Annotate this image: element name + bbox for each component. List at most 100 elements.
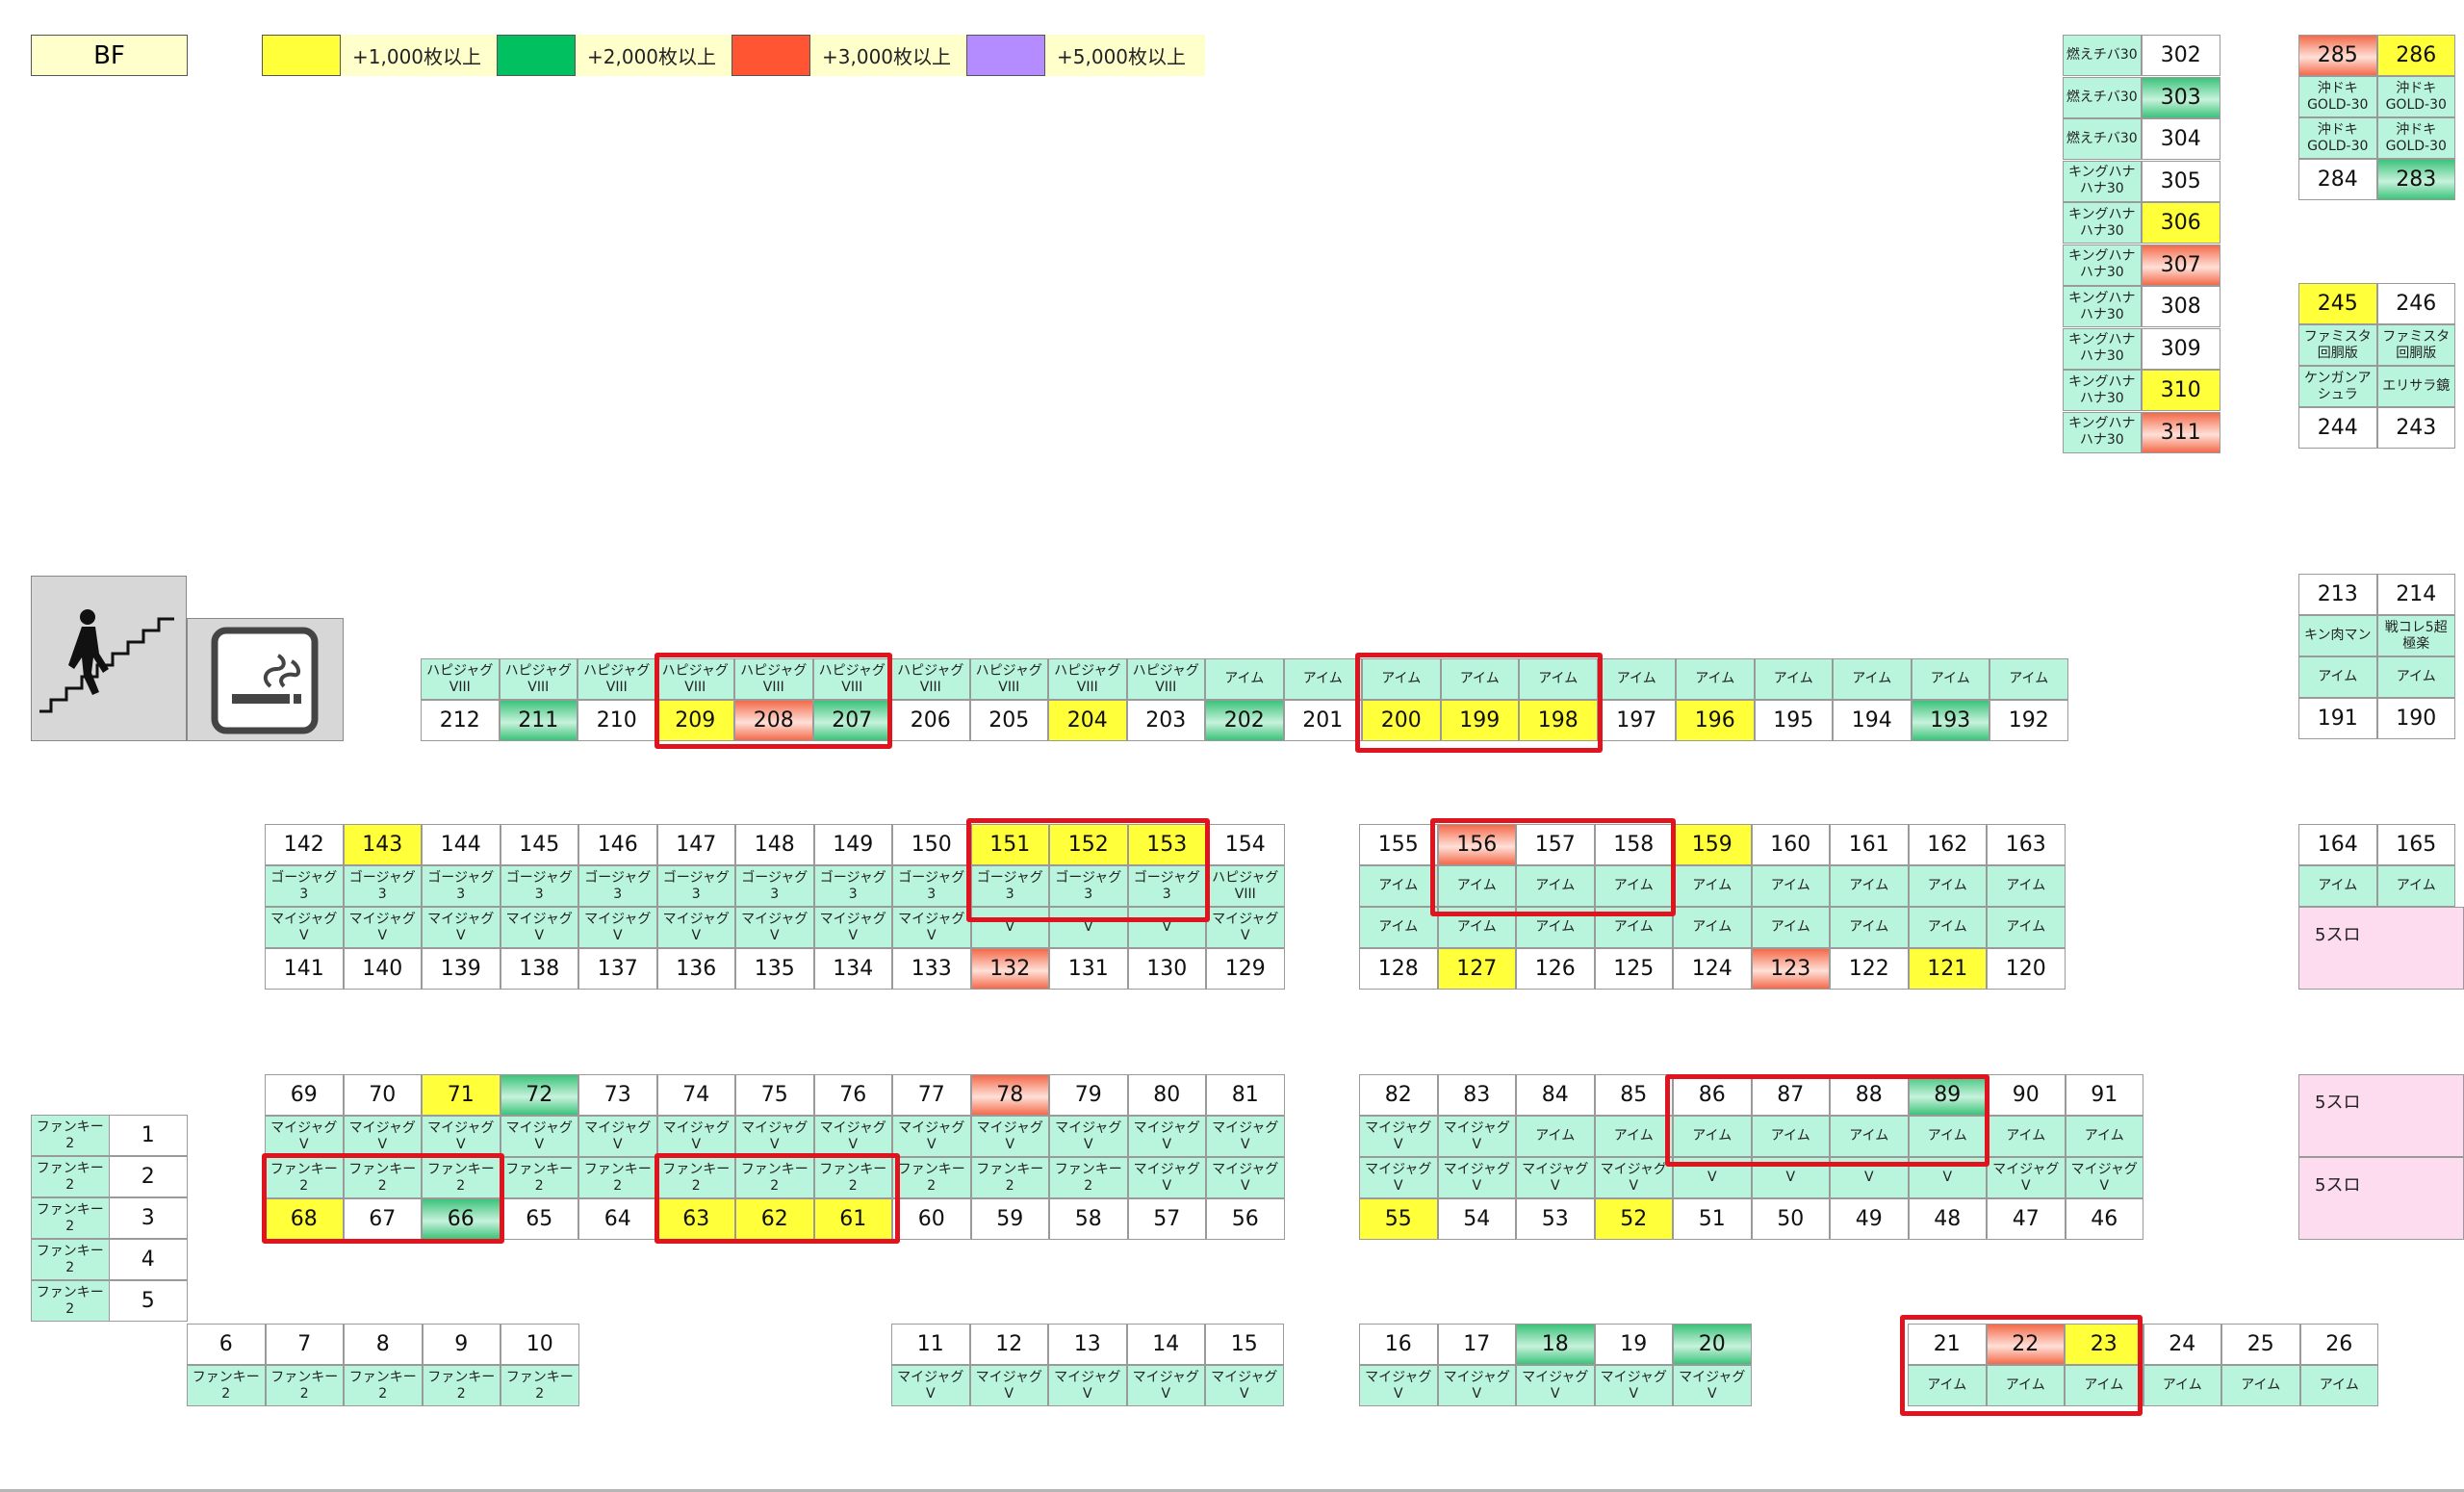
machine-model-54[interactable]: マイジャグ V	[1437, 1157, 1516, 1198]
machine-number-309[interactable]: 309	[2142, 327, 2220, 370]
machine-number-209[interactable]: 209	[655, 700, 734, 741]
machine-number-122[interactable]: 122	[1830, 948, 1909, 990]
machine-number-310[interactable]: 310	[2142, 370, 2220, 411]
machine-number-47[interactable]: 47	[1987, 1198, 2066, 1240]
machine-number-311[interactable]: 311	[2142, 411, 2220, 453]
machine-number-157[interactable]: 157	[1516, 824, 1595, 865]
machine-number-138[interactable]: 138	[500, 948, 578, 990]
machine-number-15[interactable]: 15	[1205, 1324, 1284, 1365]
machine-number-284[interactable]: 284	[2298, 159, 2377, 200]
machine-number-1[interactable]: 1	[109, 1115, 188, 1156]
machine-number-11[interactable]: 11	[891, 1324, 970, 1365]
machine-model-79[interactable]: マイジャグ V	[1049, 1116, 1128, 1157]
machine-number-306[interactable]: 306	[2142, 202, 2220, 244]
machine-number-144[interactable]: 144	[422, 824, 500, 865]
machine-model-120[interactable]: アイム	[1987, 907, 2066, 948]
machine-number-307[interactable]: 307	[2142, 244, 2220, 286]
machine-model-67[interactable]: ファンキー 2	[343, 1157, 422, 1198]
machine-number-74[interactable]: 74	[656, 1074, 735, 1116]
machine-number-243[interactable]: 243	[2376, 407, 2455, 449]
machine-number-121[interactable]: 121	[1908, 948, 1987, 990]
machine-number-136[interactable]: 136	[656, 948, 735, 990]
machine-number-91[interactable]: 91	[2065, 1074, 2143, 1116]
machine-number-302[interactable]: 302	[2142, 35, 2220, 76]
machine-model-310[interactable]: キングハナ ハナ30	[2063, 370, 2142, 411]
machine-number-24[interactable]: 24	[2143, 1324, 2221, 1365]
machine-number-163[interactable]: 163	[1987, 824, 2066, 865]
machine-model-304[interactable]: 燃えチバ30	[2063, 118, 2142, 160]
machine-model-160[interactable]: アイム	[1751, 865, 1830, 907]
machine-model-48[interactable]: V	[1908, 1157, 1987, 1198]
machine-model-86[interactable]: アイム	[1673, 1116, 1752, 1157]
machine-model-71[interactable]: マイジャグ V	[422, 1116, 500, 1157]
machine-model-190[interactable]: アイム	[2376, 656, 2455, 698]
machine-model-286[interactable]: 沖ドキ GOLD-30	[2376, 76, 2455, 117]
machine-number-46[interactable]: 46	[2065, 1198, 2143, 1240]
machine-number-58[interactable]: 58	[1049, 1198, 1128, 1240]
machine-model-155[interactable]: アイム	[1359, 865, 1438, 907]
machine-number-213[interactable]: 213	[2298, 574, 2377, 615]
machine-model-137[interactable]: マイジャグ V	[578, 907, 657, 948]
machine-number-50[interactable]: 50	[1751, 1198, 1830, 1240]
machine-model-121[interactable]: アイム	[1908, 907, 1987, 948]
machine-number-86[interactable]: 86	[1673, 1074, 1752, 1116]
machine-model-82[interactable]: マイジャグ V	[1359, 1116, 1438, 1157]
machine-number-85[interactable]: 85	[1594, 1074, 1673, 1116]
machine-model-23[interactable]: アイム	[2065, 1365, 2143, 1406]
machine-model-196[interactable]: アイム	[1676, 658, 1755, 700]
machine-model-245[interactable]: ファミスタ 回胴版	[2298, 324, 2377, 366]
machine-model-144[interactable]: ゴージャグ 3	[422, 865, 500, 907]
machine-number-305[interactable]: 305	[2142, 160, 2220, 202]
machine-model-201[interactable]: アイム	[1283, 658, 1362, 700]
machine-model-18[interactable]: マイジャグ V	[1516, 1365, 1595, 1406]
machine-number-7[interactable]: 7	[265, 1324, 344, 1365]
machine-number-49[interactable]: 49	[1830, 1198, 1909, 1240]
machine-model-311[interactable]: キングハナ ハナ30	[2063, 411, 2142, 453]
machine-number-285[interactable]: 285	[2298, 35, 2377, 76]
machine-model-202[interactable]: アイム	[1205, 658, 1284, 700]
machine-number-193[interactable]: 193	[1911, 700, 1989, 741]
machine-number-22[interactable]: 22	[1986, 1324, 2065, 1365]
machine-model-147[interactable]: ゴージャグ 3	[656, 865, 735, 907]
machine-number-127[interactable]: 127	[1437, 948, 1516, 990]
machine-number-152[interactable]: 152	[1049, 824, 1128, 865]
machine-model-303[interactable]: 燃えチバ30	[2063, 76, 2142, 118]
machine-number-69[interactable]: 69	[265, 1074, 344, 1116]
machine-model-51[interactable]: V	[1673, 1157, 1752, 1198]
machine-model-139[interactable]: マイジャグ V	[422, 907, 500, 948]
machine-model-64[interactable]: ファンキー 2	[578, 1157, 657, 1198]
machine-number-153[interactable]: 153	[1127, 824, 1206, 865]
machine-number-26[interactable]: 26	[2299, 1324, 2378, 1365]
machine-number-132[interactable]: 132	[970, 948, 1049, 990]
machine-model-203[interactable]: ハピジャグ VIII	[1126, 658, 1205, 700]
machine-number-191[interactable]: 191	[2298, 698, 2377, 739]
machine-number-18[interactable]: 18	[1516, 1324, 1595, 1365]
machine-model-154[interactable]: ハピジャグ VIII	[1206, 865, 1285, 907]
machine-model-162[interactable]: アイム	[1908, 865, 1987, 907]
machine-number-68[interactable]: 68	[265, 1198, 344, 1240]
machine-model-152[interactable]: ゴージャグ 3	[1049, 865, 1128, 907]
machine-number-125[interactable]: 125	[1594, 948, 1673, 990]
machine-model-4[interactable]: ファンキー 2	[31, 1239, 110, 1280]
machine-model-83[interactable]: マイジャグ V	[1437, 1116, 1516, 1157]
machine-model-212[interactable]: ハピジャグ VIII	[421, 658, 500, 700]
machine-model-76[interactable]: マイジャグ V	[813, 1116, 892, 1157]
machine-number-135[interactable]: 135	[735, 948, 814, 990]
machine-number-246[interactable]: 246	[2376, 283, 2455, 324]
machine-number-3[interactable]: 3	[109, 1197, 188, 1239]
machine-model-12[interactable]: マイジャグ V	[969, 1365, 1048, 1406]
machine-number-120[interactable]: 120	[1987, 948, 2066, 990]
machine-number-48[interactable]: 48	[1908, 1198, 1987, 1240]
machine-model-305[interactable]: キングハナ ハナ30	[2063, 160, 2142, 202]
machine-model-136[interactable]: マイジャグ V	[656, 907, 735, 948]
machine-number-124[interactable]: 124	[1673, 948, 1752, 990]
machine-number-70[interactable]: 70	[343, 1074, 422, 1116]
machine-number-190[interactable]: 190	[2376, 698, 2455, 739]
machine-number-71[interactable]: 71	[422, 1074, 500, 1116]
machine-number-204[interactable]: 204	[1048, 700, 1127, 741]
machine-number-203[interactable]: 203	[1126, 700, 1205, 741]
machine-number-14[interactable]: 14	[1126, 1324, 1205, 1365]
machine-model-68[interactable]: ファンキー 2	[265, 1157, 344, 1198]
machine-number-212[interactable]: 212	[421, 700, 500, 741]
machine-model-194[interactable]: アイム	[1833, 658, 1912, 700]
